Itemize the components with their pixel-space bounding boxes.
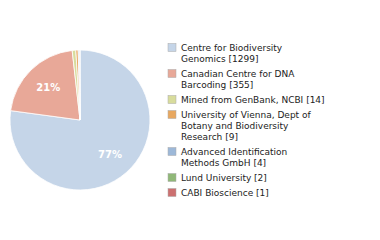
slice: [79, 50, 81, 120]
legend: Centre for BiodiversityGenomics [1299] Ca…: [168, 43, 325, 198]
legend-swatch: [168, 44, 176, 52]
legend-label: Centre for BiodiversityGenomics [1299]: [181, 43, 283, 64]
slice: [11, 50, 80, 120]
legend-label: Lund University [2]: [181, 173, 267, 183]
legend-label: Canadian Centre for DNABarcoding [355]: [181, 69, 295, 90]
legend-swatch: [168, 111, 176, 119]
legend-swatch: [168, 148, 176, 156]
legend-swatch: [168, 70, 176, 78]
slice: [79, 50, 80, 120]
legend-label: CABI Bioscience [1]: [181, 188, 269, 198]
slice: [76, 50, 80, 120]
legend-swatch: [168, 96, 176, 104]
legend-swatch: [168, 174, 176, 182]
slice: [10, 50, 150, 190]
slice-labels: 77% 21%: [36, 82, 122, 160]
legend-swatch: [168, 189, 176, 197]
data-label: 21%: [36, 82, 60, 93]
legend-label: Advanced IdentificationMethods GmbH [4]: [181, 147, 287, 168]
pie: [10, 50, 150, 190]
chart: 77% 21% Centre for BiodiversityGenomics [1…: [0, 0, 380, 240]
legend-label: University of Vienna, Dept ofBotany and …: [181, 110, 312, 142]
legend-label: Mined from GenBank, NCBI [14]: [181, 95, 325, 105]
slice: [78, 50, 80, 120]
data-label: 77%: [98, 149, 122, 160]
slice: [72, 50, 80, 120]
